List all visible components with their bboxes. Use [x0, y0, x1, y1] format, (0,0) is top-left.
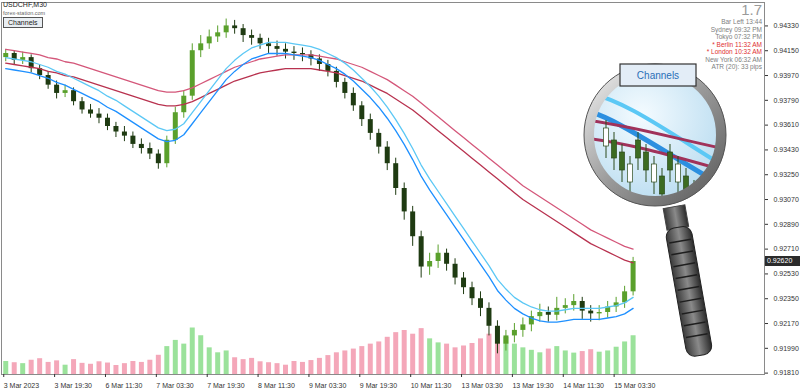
html-text:ATR (20): 33 pips: ATR (20): 33 pips [711, 63, 762, 70]
svg-text:7 Mar 19:30: 7 Mar 19:30 [207, 382, 244, 389]
svg-text:13 Mar 03:30: 13 Mar 03:30 [462, 382, 503, 389]
svg-text:0.91810: 0.91810 [774, 369, 799, 376]
svg-text:7 Mar 03:30: 7 Mar 03:30 [156, 382, 193, 389]
svg-text:0.94150: 0.94150 [774, 47, 799, 54]
svg-text:0.93250: 0.93250 [774, 171, 799, 178]
html-text:Sydney 09:32 PM: Sydney 09:32 PM [710, 25, 762, 33]
svg-text:0.91990: 0.91990 [774, 345, 799, 352]
svg-text:13 Mar 19:30: 13 Mar 19:30 [512, 382, 553, 389]
html-text:USDCHF,M30: USDCHF,M30 [3, 1, 47, 8]
html-text:* London 10:32 AM: * London 10:32 AM [706, 48, 762, 55]
svg-text:0.92170: 0.92170 [774, 320, 799, 327]
svg-text:Channels: Channels [637, 70, 679, 81]
svg-text:0.93070: 0.93070 [774, 196, 799, 203]
html-text:forex-station.com: forex-station.com [3, 10, 46, 16]
svg-text:9 Mar 19:30: 9 Mar 19:30 [360, 382, 397, 389]
html-text:Tokyo 07:32 PM: Tokyo 07:32 PM [715, 33, 762, 40]
svg-text:9 Mar 03:30: 9 Mar 03:30 [309, 382, 346, 389]
svg-text:3 Mar 2023: 3 Mar 2023 [4, 382, 40, 389]
html-text:0.92620: 0.92620 [767, 257, 793, 264]
svg-text:14 Mar 11:30: 14 Mar 11:30 [563, 382, 604, 389]
html-text:Bar Left 13:44: Bar Left 13:44 [721, 18, 762, 25]
html-text:Channels: Channels [8, 19, 38, 26]
svg-text:0.93970: 0.93970 [774, 72, 799, 79]
svg-text:0.92890: 0.92890 [774, 221, 799, 228]
svg-text:0.93430: 0.93430 [774, 146, 799, 153]
svg-text:0.93610: 0.93610 [774, 121, 799, 128]
html-text:1.7: 1.7 [741, 1, 762, 18]
svg-text:10 Mar 11:30: 10 Mar 11:30 [411, 382, 452, 389]
svg-text:0.92530: 0.92530 [774, 270, 799, 277]
svg-text:3 Mar 19:30: 3 Mar 19:30 [55, 382, 92, 389]
html-text:* Berlin 11:32 AM: * Berlin 11:32 AM [712, 40, 762, 48]
svg-text:15 Mar 03:30: 15 Mar 03:30 [614, 382, 655, 389]
svg-text:0.92350: 0.92350 [774, 295, 799, 302]
svg-text:6 Mar 11:30: 6 Mar 11:30 [105, 382, 142, 389]
svg-text:0.92710: 0.92710 [774, 245, 799, 252]
html-text:New York 06:32 AM: New York 06:32 AM [705, 55, 762, 63]
svg-text:0.93790: 0.93790 [774, 97, 799, 104]
svg-text:8 Mar 11:30: 8 Mar 11:30 [258, 382, 295, 389]
svg-text:0.94330: 0.94330 [774, 22, 799, 29]
